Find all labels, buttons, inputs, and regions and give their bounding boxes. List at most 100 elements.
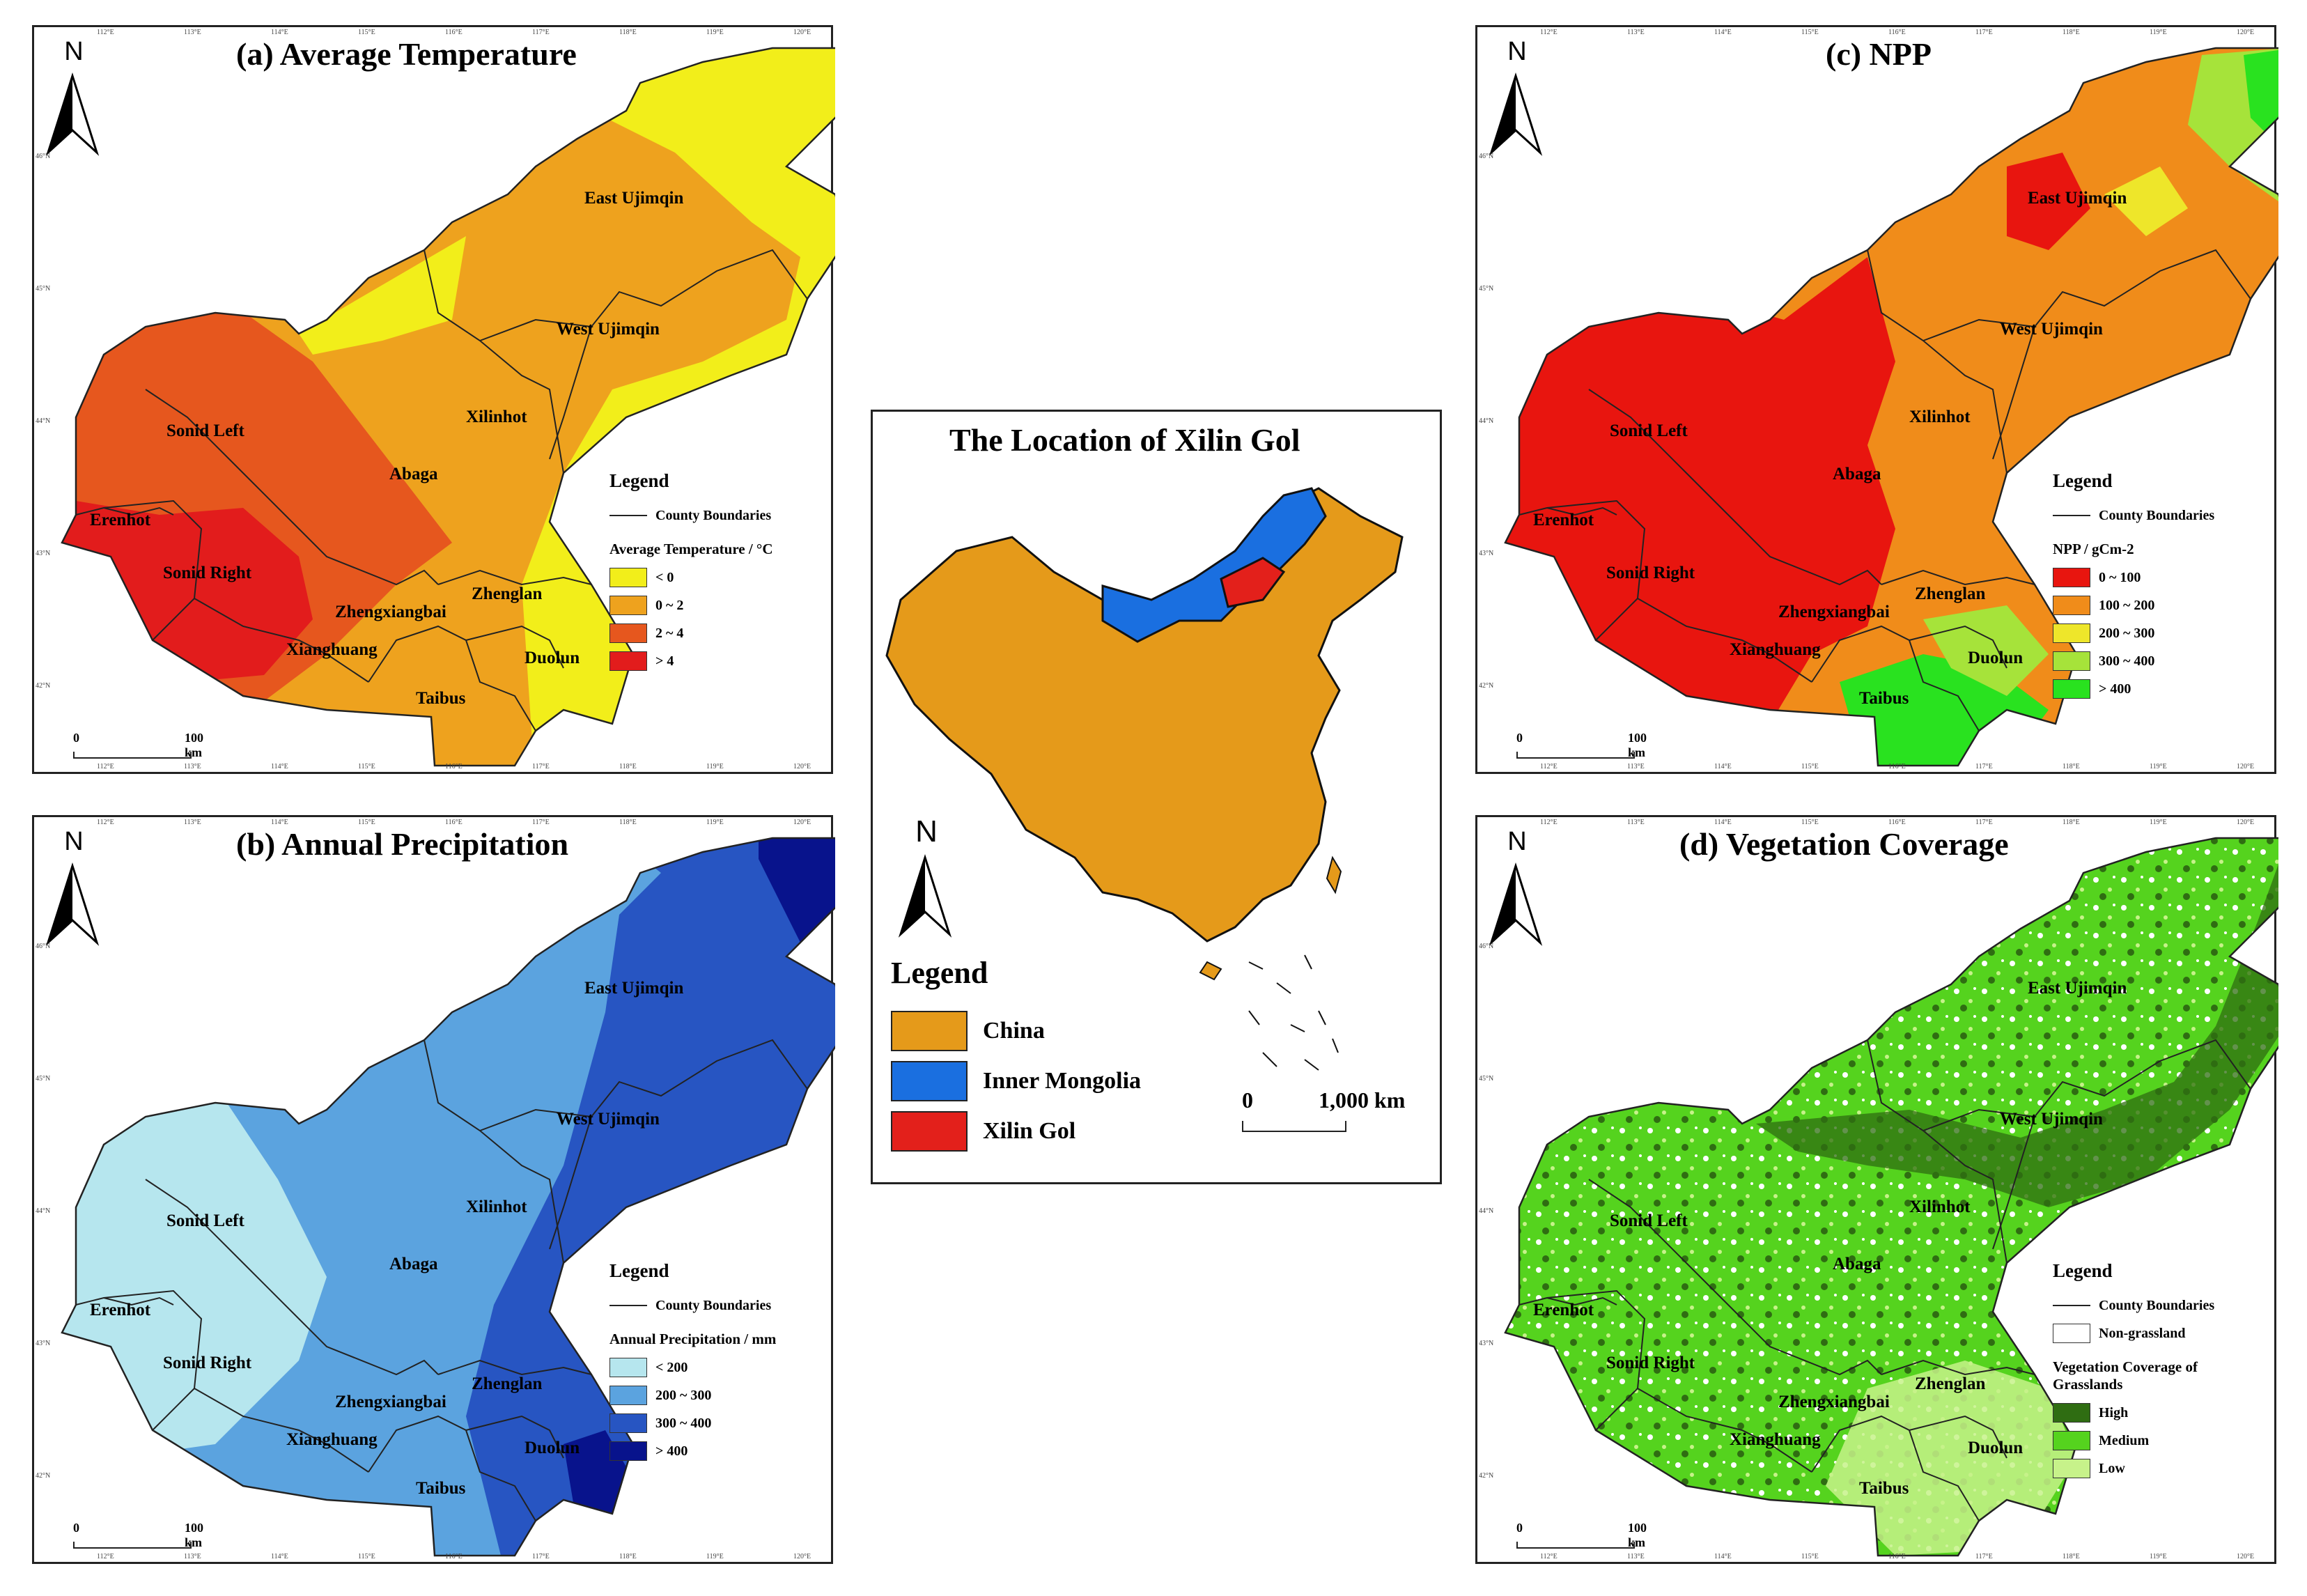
county-label-sonid-right: Sonid Right [1606, 1354, 1695, 1372]
legend-swatch [2053, 596, 2090, 615]
longitude-tick-label: 120°E [793, 1553, 811, 1560]
county-label-sonid-left: Sonid Left [1610, 421, 1688, 440]
legend-label: < 200 [655, 1359, 688, 1375]
legend-swatch [609, 623, 647, 643]
county-label-sonid-right: Sonid Right [163, 1354, 252, 1372]
xilin-gol-territory [1220, 557, 1286, 608]
panel-c-title: (c) NPP [1826, 36, 1932, 72]
boundary-line-swatch [609, 515, 647, 516]
taiwan-island [1326, 855, 1342, 894]
county-label-xilinhot: Xilinhot [1909, 408, 1971, 426]
legend-swatch [609, 1413, 647, 1433]
latitude-tick-label: 42°N [1479, 682, 1494, 690]
latitude-tick-label: 42°N [36, 1472, 51, 1480]
legend-swatch [2053, 568, 2090, 587]
county-label-taibus: Taibus [416, 1479, 466, 1498]
legend-label: Low [2099, 1460, 2125, 1476]
county-label-sonid-left: Sonid Left [1610, 1211, 1688, 1230]
legend-row: Inner Mongolia [891, 1056, 1141, 1106]
longitude-tick-label: 120°E [2237, 1553, 2255, 1560]
county-label-xilinhot: Xilinhot [466, 1198, 527, 1216]
north-indicator: N [1493, 37, 1541, 67]
north-label: N [64, 37, 84, 66]
longitude-tick-label: 116°E [1888, 763, 1906, 770]
legend-row-boundary: County Boundaries [2053, 1292, 2214, 1319]
county-label-abaga: Abaga [389, 465, 438, 483]
legend-label: > 4 [655, 653, 674, 669]
longitude-tick-label: 114°E [1714, 819, 1732, 826]
legend-row: 300 ~ 400 [609, 1409, 776, 1437]
legend-swatch [609, 596, 647, 615]
legend-row-boundary: County Boundaries [609, 1292, 776, 1319]
latitude-tick-label: 45°N [1479, 285, 1494, 293]
latitude-tick-label: 45°N [36, 285, 51, 293]
legend-row: 100 ~ 200 [2053, 591, 2214, 619]
latitude-tick-label: 42°N [1479, 1472, 1494, 1480]
china-map [885, 487, 1404, 1071]
scale-start: 0 [1516, 731, 1523, 745]
legend-nongrassland-label: Non-grassland [2099, 1325, 2186, 1341]
boundary-line-swatch [2053, 1305, 2090, 1306]
legend-row: Low [2053, 1455, 2214, 1482]
longitude-tick-label: 116°E [445, 819, 463, 826]
longitude-tick-label: 114°E [271, 763, 288, 770]
county-label-xianghuang: Xianghuang [1730, 640, 1821, 659]
legend-swatch [2053, 623, 2090, 643]
scale-end: 100 km [1628, 731, 1647, 759]
legend-label: China [983, 1018, 1045, 1044]
veg-class-high [1756, 845, 2278, 1207]
legend-label: 200 ~ 300 [655, 1387, 712, 1403]
scale-bar-line [73, 1542, 192, 1549]
temp-class-above-4 [62, 501, 313, 682]
county-label-abaga: Abaga [389, 1255, 438, 1273]
panel-average-temperature: N (a) Average Temperature East Ujimqin W… [32, 25, 835, 774]
center-scale-bar: 0 1,000 km [1242, 1087, 1430, 1132]
inner-mongolia-territory [1101, 487, 1327, 643]
scale-bar-line [1516, 752, 1635, 759]
longitude-tick-label: 115°E [1801, 29, 1819, 36]
longitude-tick-label: 119°E [2150, 819, 2167, 826]
legend-swatch [609, 1386, 647, 1405]
legend-label: 300 ~ 400 [655, 1415, 712, 1431]
county-label-taibus: Taibus [416, 689, 466, 708]
npp-class-200-300-patch [2104, 166, 2188, 236]
legend-swatch [891, 1011, 968, 1051]
legend-row: Xilin Gol [891, 1106, 1141, 1156]
legend-swatch [609, 651, 647, 671]
latitude-tick-label: 44°N [36, 417, 51, 425]
legend-precipitation: Legend County Boundaries Annual Precipit… [609, 1260, 776, 1465]
longitude-tick-label: 112°E [97, 1553, 114, 1560]
scale-bar-line [73, 752, 192, 759]
legend-label: 300 ~ 400 [2099, 653, 2155, 669]
north-indicator: N [1493, 827, 1541, 857]
longitude-tick-label: 115°E [358, 763, 375, 770]
latitude-tick-label: 46°N [1479, 153, 1494, 160]
legend-swatch [609, 568, 647, 587]
legend-subtitle: Vegetation Coverage of Grasslands [2053, 1358, 2198, 1393]
legend-row: > 4 [609, 647, 773, 675]
longitude-tick-label: 117°E [1975, 1553, 1993, 1560]
vegetation-map [1490, 837, 2278, 1557]
longitude-tick-label: 113°E [184, 819, 201, 826]
panel-npp: N (c) NPP East Ujimqin West Ujimqin Xili… [1475, 25, 2278, 774]
county-label-zhenglan: Zhenglan [1915, 1374, 1986, 1393]
longitude-tick-label: 117°E [1975, 29, 1993, 36]
legend-swatch [2053, 1431, 2090, 1450]
scale-start: 0 [73, 1521, 79, 1535]
legend-row: > 400 [609, 1437, 776, 1465]
legend-row: < 0 [609, 564, 773, 591]
legend-npp: Legend County Boundaries NPP / gCm-2 0 ~… [2053, 470, 2214, 703]
latitude-tick-label: 45°N [1479, 1075, 1494, 1083]
county-label-zhengxiangbai: Zhengxiangbai [1778, 603, 1890, 621]
legend-label: 2 ~ 4 [655, 625, 684, 641]
longitude-tick-label: 118°E [619, 763, 637, 770]
longitude-tick-label: 117°E [532, 29, 550, 36]
scale-start: 0 [73, 731, 79, 745]
longitude-tick-label: 118°E [2063, 819, 2080, 826]
longitude-tick-label: 116°E [1888, 1553, 1906, 1560]
longitude-tick-label: 118°E [2063, 763, 2080, 770]
county-label-east-ujimqin: East Ujimqin [584, 979, 684, 998]
scale-bar: 0 100 km [73, 731, 203, 759]
county-label-west-ujimqin: West Ujimqin [557, 320, 660, 339]
county-label-east-ujimqin: East Ujimqin [2028, 189, 2127, 208]
